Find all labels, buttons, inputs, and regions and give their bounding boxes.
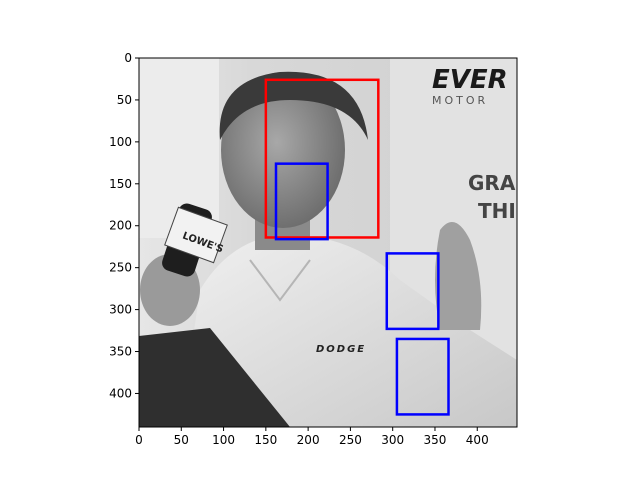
photo-text-gra: GRA xyxy=(468,171,516,195)
x-axis: 0 50 100 150 200 250 300 350 400 xyxy=(135,427,489,447)
y-axis: 0 50 100 150 200 250 300 350 400 xyxy=(109,51,139,400)
x-tick-label: 100 xyxy=(212,433,235,447)
x-tick-label: 150 xyxy=(254,433,277,447)
photo-text-motor: MOTOR xyxy=(432,94,488,107)
photo-text-thi: THI xyxy=(478,199,516,223)
x-tick-label: 300 xyxy=(381,433,404,447)
x-tick-label: 200 xyxy=(297,433,320,447)
bounding-box-1 xyxy=(264,78,380,239)
x-tick-label: 0 xyxy=(135,433,143,447)
photo-text-ever: EVER xyxy=(432,65,508,95)
y-tick-label: 150 xyxy=(109,177,132,191)
x-tick-label: 50 xyxy=(174,433,189,447)
y-tick-label: 100 xyxy=(109,135,132,149)
y-tick-label: 250 xyxy=(109,261,132,275)
y-tick-label: 50 xyxy=(117,93,132,107)
photo-text-dodge: DODGE xyxy=(316,344,366,355)
x-tick-label: 400 xyxy=(466,433,489,447)
axes-frame xyxy=(138,57,518,428)
y-tick-label: 400 xyxy=(109,386,132,400)
bounding-boxes xyxy=(264,78,450,416)
bounding-box-2 xyxy=(274,162,329,241)
y-tick-label: 350 xyxy=(109,345,132,359)
x-tick-label: 350 xyxy=(424,433,447,447)
y-tick-label: 300 xyxy=(109,303,132,317)
y-tick-label: 200 xyxy=(109,219,132,233)
bounding-box-4 xyxy=(395,337,450,416)
bounding-box-3 xyxy=(385,252,440,331)
y-tick-label: 0 xyxy=(124,51,132,65)
x-tick-label: 250 xyxy=(339,433,362,447)
grayscale-photo xyxy=(139,58,517,427)
